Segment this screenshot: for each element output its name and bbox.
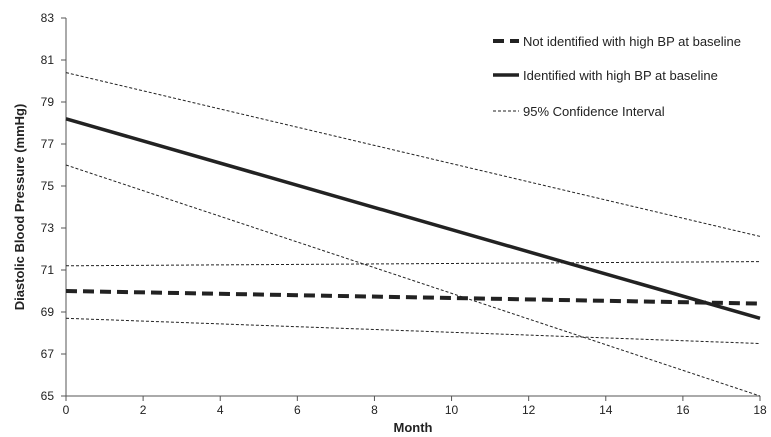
y-tick-label: 81 bbox=[41, 53, 55, 67]
y-tick-label: 79 bbox=[41, 95, 55, 109]
series-line-4 bbox=[65, 164, 761, 397]
y-tick-label: 65 bbox=[41, 389, 55, 403]
y-tick-label: 71 bbox=[41, 263, 55, 277]
x-tick-label: 10 bbox=[445, 403, 459, 417]
axes bbox=[65, 18, 760, 397]
legend-label: 95% Confidence Interval bbox=[523, 104, 665, 119]
y-tick-label: 67 bbox=[41, 347, 55, 361]
x-tick-label: 14 bbox=[599, 403, 613, 417]
series-line-3 bbox=[65, 72, 761, 237]
series-lines bbox=[65, 72, 761, 397]
x-tick-label: 0 bbox=[63, 403, 70, 417]
x-tick-label: 2 bbox=[140, 403, 147, 417]
series-line-1 bbox=[65, 289, 761, 306]
series-line-6 bbox=[65, 317, 761, 344]
legend: Not identified with high BP at baseline I… bbox=[493, 34, 741, 119]
x-tick-label: 6 bbox=[294, 403, 301, 417]
legend-label: Identified with high BP at baseline bbox=[523, 68, 718, 83]
y-ticks: 65 67 69 71 73 75 77 79 81 83 bbox=[41, 11, 66, 403]
series-line-2 bbox=[65, 117, 761, 320]
x-tick-label: 16 bbox=[676, 403, 690, 417]
x-axis-title: Month bbox=[394, 420, 433, 435]
x-ticks: 0 2 4 6 8 10 12 14 16 18 bbox=[63, 396, 767, 417]
x-tick-label: 8 bbox=[371, 403, 378, 417]
x-tick-label: 18 bbox=[753, 403, 767, 417]
y-tick-label: 83 bbox=[41, 11, 55, 25]
y-tick-label: 69 bbox=[41, 305, 55, 319]
y-tick-label: 75 bbox=[41, 179, 55, 193]
x-tick-label: 4 bbox=[217, 403, 224, 417]
y-tick-label: 77 bbox=[41, 137, 55, 151]
series-line-5 bbox=[65, 261, 761, 267]
x-tick-label: 12 bbox=[522, 403, 536, 417]
y-tick-label: 73 bbox=[41, 221, 55, 235]
y-axis-title: Diastolic Blood Pressure (mmHg) bbox=[12, 104, 27, 311]
legend-label: Not identified with high BP at baseline bbox=[523, 34, 741, 49]
